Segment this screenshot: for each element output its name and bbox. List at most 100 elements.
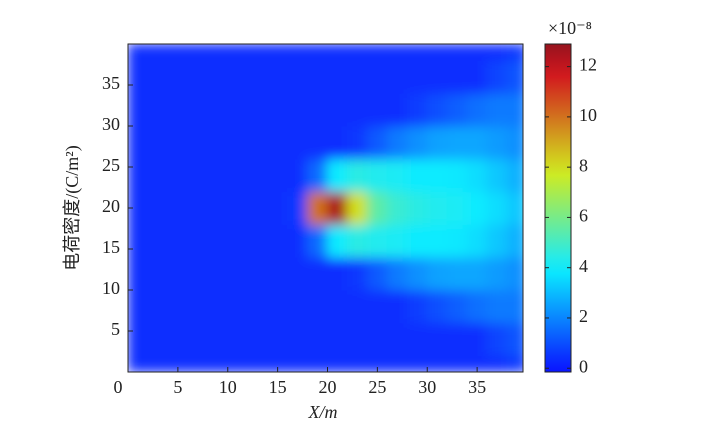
cell <box>267 191 289 225</box>
cell <box>267 44 289 61</box>
cell <box>466 223 488 258</box>
cell <box>326 355 348 372</box>
cell <box>326 125 348 160</box>
cell <box>406 59 428 94</box>
cell <box>486 256 508 291</box>
cell <box>187 322 209 357</box>
cell <box>506 158 523 193</box>
cell <box>346 223 368 258</box>
cell <box>446 44 468 61</box>
cell <box>506 223 523 258</box>
cell <box>167 322 189 357</box>
cell <box>147 158 169 193</box>
x-tick-label: 25 <box>368 377 386 397</box>
cell <box>147 256 169 291</box>
cell <box>346 322 368 357</box>
cell <box>326 44 348 61</box>
cell <box>386 355 408 372</box>
cell <box>506 289 523 324</box>
cell <box>207 125 229 160</box>
cell <box>267 355 289 372</box>
cell <box>267 322 289 357</box>
colorbar-tick-label: 2 <box>579 306 588 326</box>
cell <box>426 256 448 291</box>
cell <box>247 322 269 357</box>
cell <box>366 44 388 61</box>
cell <box>128 322 149 357</box>
cell <box>187 355 209 372</box>
cell <box>326 256 348 291</box>
cell <box>207 289 229 324</box>
cell <box>426 322 448 357</box>
cell <box>426 223 448 258</box>
y-tick-label: 10 <box>102 278 120 298</box>
cell <box>486 322 508 357</box>
cell <box>386 322 408 357</box>
y-tick-label: 20 <box>102 196 120 216</box>
y-tick-label: 5 <box>111 319 120 339</box>
cell <box>426 289 448 324</box>
cell <box>167 158 189 193</box>
cell <box>167 44 189 61</box>
cell <box>386 59 408 94</box>
y-tick-label: 25 <box>102 155 120 175</box>
x-axis-label: X/m <box>308 402 338 422</box>
cell <box>446 256 468 291</box>
cell <box>346 44 368 61</box>
cell <box>466 289 488 324</box>
cell <box>128 59 149 94</box>
cell <box>346 125 368 160</box>
cell <box>227 125 249 160</box>
cell <box>128 355 149 372</box>
cell <box>506 322 523 357</box>
cell <box>207 191 229 225</box>
cell <box>128 125 149 160</box>
cell <box>147 125 169 160</box>
cell <box>366 322 388 357</box>
cell <box>446 158 468 193</box>
cell <box>187 289 209 324</box>
cell <box>147 191 169 225</box>
cell <box>167 125 189 160</box>
y-tick-label: 15 <box>102 237 120 257</box>
cell <box>366 92 388 127</box>
y-tick-label: 35 <box>102 73 120 93</box>
cell <box>506 355 523 372</box>
cell <box>267 256 289 291</box>
cell <box>187 223 209 258</box>
cell <box>227 355 249 372</box>
cell <box>486 289 508 324</box>
cell <box>267 289 289 324</box>
cell <box>386 289 408 324</box>
cell <box>326 59 348 94</box>
cell <box>207 355 229 372</box>
cell <box>466 44 488 61</box>
cell <box>247 92 269 127</box>
cell <box>406 92 428 127</box>
cell <box>207 256 229 291</box>
cell <box>267 158 289 193</box>
cell <box>466 125 488 160</box>
cell <box>307 59 328 94</box>
cell <box>227 158 249 193</box>
cell <box>287 59 309 94</box>
cell <box>506 125 523 160</box>
cell <box>307 125 328 160</box>
cell <box>446 289 468 324</box>
cell <box>506 44 523 61</box>
x-tick-label: 10 <box>219 377 237 397</box>
cell <box>426 125 448 160</box>
y-axis-label: 电荷密度/(C/m²) <box>62 145 83 270</box>
cell <box>326 92 348 127</box>
cell <box>346 289 368 324</box>
cell <box>307 322 328 357</box>
cell <box>326 289 348 324</box>
cell <box>307 92 328 127</box>
cell <box>167 191 189 225</box>
cell <box>247 355 269 372</box>
cell <box>207 92 229 127</box>
cell <box>247 191 269 225</box>
cell <box>346 191 368 225</box>
cell <box>167 289 189 324</box>
cell <box>506 256 523 291</box>
